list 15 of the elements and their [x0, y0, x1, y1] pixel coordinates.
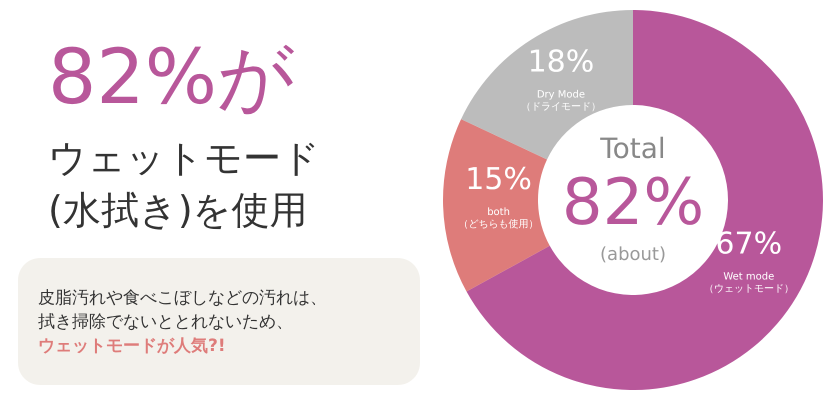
- text: 拭き掃除でないととれないため、: [38, 312, 293, 332]
- text: 82%がウェットモード(水拭き)を使用: [48, 32, 320, 232]
- donut-slice: [443, 119, 550, 292]
- slice-label: both （どちらも使用）: [458, 207, 539, 230]
- slice-label: Dry Mode （ドライモード）: [520, 89, 601, 112]
- text: 82%: [562, 166, 704, 240]
- data-label: 18%: [528, 44, 594, 80]
- text: Total: [599, 132, 666, 165]
- text: (about): [600, 244, 666, 265]
- donut-slice: [466, 10, 823, 390]
- data-label: 67%: [715, 226, 782, 262]
- slice-label: Wet mode （ウェットモード）: [704, 271, 794, 294]
- text: 皮脂汚れや食べこぼしなどの汚れは、: [38, 288, 327, 308]
- data-label: 15%: [465, 162, 532, 198]
- text: ウェットモードが人気?!: [38, 336, 226, 356]
